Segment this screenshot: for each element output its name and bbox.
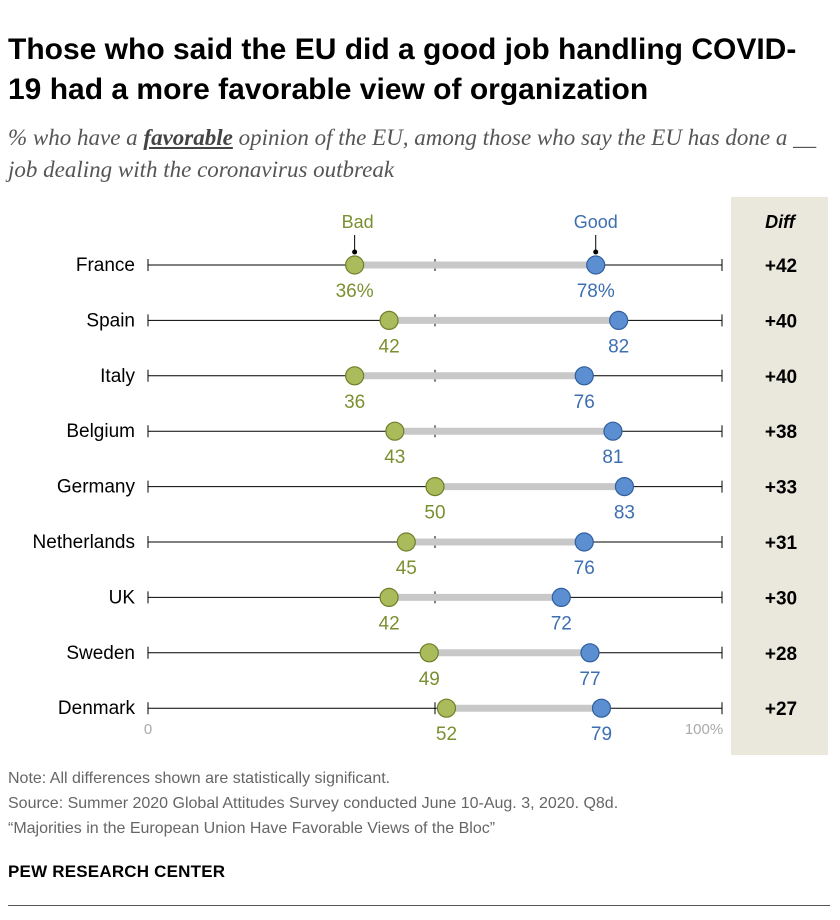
- good-value-label: 82: [608, 336, 629, 357]
- good-value-label: 83: [614, 503, 635, 524]
- good-dot: [551, 587, 571, 607]
- legend-good-label: Good: [574, 212, 618, 232]
- category-label: Belgium: [66, 421, 135, 442]
- diff-value: +42: [765, 256, 797, 277]
- legend-bad-label: Bad: [342, 212, 374, 232]
- bad-dot: [345, 255, 365, 275]
- bad-value-label: 42: [379, 336, 400, 357]
- report-title: “Majorities in the European Union Have F…: [8, 820, 496, 837]
- good-value-label: 78%: [577, 281, 615, 302]
- good-dot: [614, 477, 635, 497]
- bad-value-label: 50: [424, 503, 445, 524]
- diff-value: +40: [765, 367, 797, 388]
- brand-logo-text: PEW RESEARCH CENTER: [8, 862, 226, 881]
- bad-value-label: 36: [344, 392, 365, 413]
- bad-value-label: 42: [379, 613, 400, 634]
- bad-dot: [425, 477, 445, 497]
- diff-panel: [731, 197, 828, 755]
- legend-bad-pointer-dot: [352, 249, 358, 255]
- diff-value: +31: [765, 533, 798, 554]
- category-label: Denmark: [58, 698, 136, 719]
- diff-value: +40: [765, 311, 797, 332]
- note-text: Note: All differences shown are statisti…: [8, 770, 391, 787]
- good-dot: [609, 310, 629, 331]
- good-dot: [603, 421, 623, 441]
- chart-notes: Note: All differences shown are statisti…: [8, 766, 828, 841]
- good-value-label: 72: [551, 613, 572, 634]
- category-label: Germany: [57, 477, 136, 498]
- good-dot: [574, 366, 594, 386]
- bad-dot: [436, 698, 457, 718]
- diff-header: Diff: [765, 212, 797, 232]
- category-label: UK: [109, 587, 136, 608]
- diff-value: +33: [765, 478, 797, 499]
- bad-value-label: 45: [396, 558, 417, 579]
- good-value-label: 79: [591, 724, 612, 745]
- bad-dot: [345, 366, 365, 386]
- category-label: France: [76, 255, 135, 276]
- chart-subtitle: % who have a favorable opinion of the EU…: [8, 122, 828, 186]
- bad-dot: [419, 643, 439, 663]
- good-value-label: 76: [574, 558, 595, 579]
- good-dot: [586, 255, 606, 275]
- diff-value: +38: [765, 422, 797, 443]
- bad-value-label: 49: [419, 669, 440, 690]
- category-label: Sweden: [66, 643, 135, 664]
- dot-plot-chart: Diff Bad Good France 36% 78% +42 Spain 42 82 +40 It…: [33, 197, 828, 755]
- bottom-divider: [8, 905, 830, 906]
- category-label: Italy: [100, 366, 135, 387]
- axis-label-min: 0: [144, 721, 152, 738]
- bad-dot: [379, 310, 399, 331]
- source-text: Source: Summer 2020 Global Attitudes Sur…: [8, 795, 619, 812]
- good-dot: [574, 532, 594, 552]
- category-label: Spain: [86, 310, 135, 331]
- subtitle-before: % who have a: [8, 125, 144, 150]
- bad-dot: [379, 587, 399, 607]
- category-label: Netherlands: [33, 532, 135, 553]
- diff-value: +28: [765, 644, 797, 665]
- diff-value: +30: [765, 588, 797, 609]
- bad-dot: [396, 532, 416, 552]
- bad-dot: [385, 421, 405, 441]
- good-dot: [580, 643, 600, 663]
- axis-label-max: 100%: [685, 721, 723, 738]
- bad-value-label: 36%: [336, 281, 374, 302]
- subtitle-after: opinion of the EU, among those who say t…: [8, 125, 817, 182]
- chart-title: Those who said the EU did a good job han…: [8, 33, 797, 106]
- legend-good-pointer-dot: [593, 249, 599, 255]
- bad-value-label: 43: [384, 447, 405, 468]
- good-value-label: 76: [574, 392, 595, 413]
- good-value-label: 81: [602, 447, 623, 468]
- diff-value: +27: [765, 699, 797, 720]
- bad-value-label: 52: [436, 724, 457, 745]
- subtitle-emphasis: favorable: [143, 125, 233, 150]
- good-value-label: 77: [579, 669, 600, 690]
- good-dot: [591, 698, 612, 718]
